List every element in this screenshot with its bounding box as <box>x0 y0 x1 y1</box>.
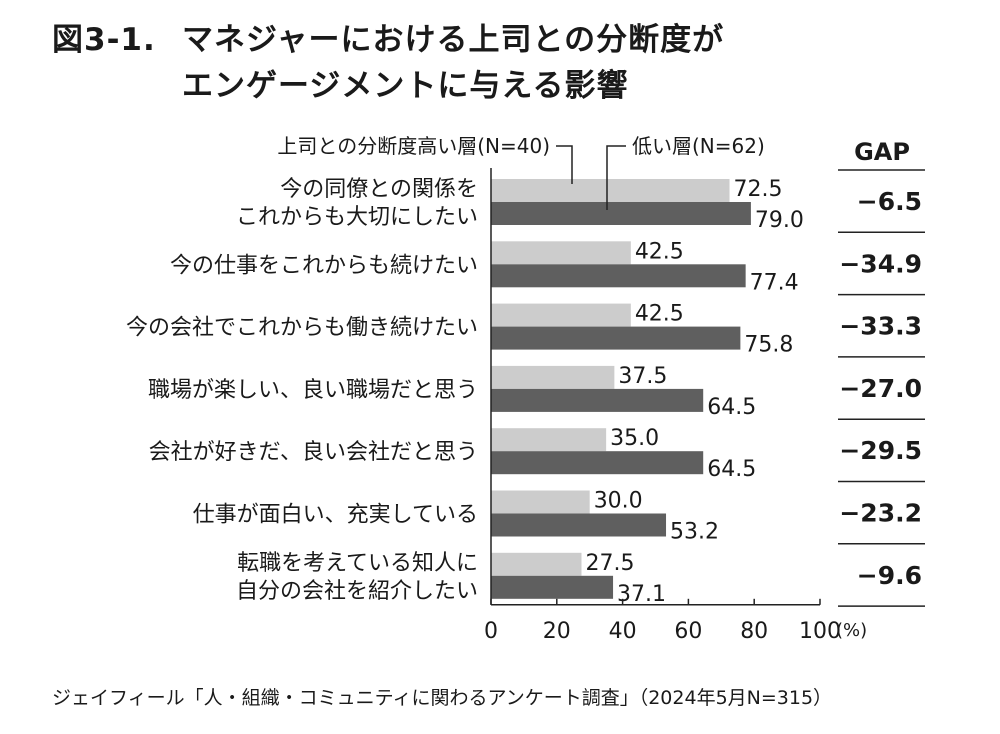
bar-low <box>491 575 614 599</box>
bar-high <box>491 428 607 452</box>
bar-low <box>491 451 704 475</box>
data-label: 79.0 <box>755 208 804 233</box>
data-label: 30.0 <box>594 489 643 514</box>
chart-title-line1: 図3-1. マネジャーにおける上司との分断度が <box>52 14 724 59</box>
x-unit-label: (%) <box>836 620 867 641</box>
bar-high <box>491 303 631 327</box>
figure-number: 図3-1. <box>52 22 156 58</box>
bar-high <box>491 490 590 514</box>
bar-high <box>491 365 615 389</box>
title-text-line1: マネジャーにおける上司との分断度が <box>182 22 725 58</box>
x-tick-label: 60 <box>674 619 702 644</box>
data-label: 42.5 <box>635 302 684 327</box>
bar-low <box>491 513 667 537</box>
bar-low <box>491 264 746 288</box>
data-label: 37.5 <box>618 364 667 389</box>
gap-value: −23.2 <box>839 499 922 528</box>
gap-value: −6.5 <box>857 187 922 216</box>
category-label: 転職を考えている知人に <box>237 551 478 576</box>
x-tick-label: 20 <box>543 619 571 644</box>
data-label: 35.0 <box>610 426 659 451</box>
source-note: ジェイフィール「人・組織・コミュニティに関わるアンケート調査」（2024年5月N… <box>52 687 833 709</box>
bar-low <box>491 202 751 225</box>
x-tick-label: 0 <box>484 619 498 644</box>
gap-header: GAP <box>854 138 910 166</box>
gap-value: −27.0 <box>839 374 922 403</box>
data-label: 53.2 <box>670 520 719 545</box>
category-label: これからも大切にしたい <box>236 205 478 230</box>
data-label: 72.5 <box>734 177 783 202</box>
category-label: 今の会社でこれからも働き続けたい <box>126 316 478 341</box>
gap-value: −33.3 <box>839 312 922 341</box>
category-label: 自分の会社を紹介したい <box>236 579 478 604</box>
data-label: 64.5 <box>707 457 756 482</box>
category-label: 仕事が面白い、充実している <box>193 503 478 528</box>
data-label: 64.5 <box>707 395 756 420</box>
legend-leader-high <box>556 145 573 184</box>
gap-value: −34.9 <box>839 249 922 278</box>
bar-high <box>491 241 631 265</box>
category-label: 今の仕事をこれからも続けたい <box>170 253 478 278</box>
gap-value: −9.6 <box>857 561 922 590</box>
category-label: 会社が好きだ、良い会社だと思う <box>149 440 478 465</box>
x-tick-label: 40 <box>609 619 637 644</box>
bar-high <box>491 179 730 202</box>
chart-title-line2: エンゲージメントに与える影響 <box>182 68 629 104</box>
legend-label-high: 上司との分断度高い層(N=40) <box>277 134 550 158</box>
x-tick-label: 80 <box>740 619 768 644</box>
data-label: 42.5 <box>635 239 684 264</box>
x-tick-label: 100 <box>799 619 841 644</box>
data-label: 75.8 <box>744 333 793 358</box>
gap-value: −29.5 <box>839 436 922 465</box>
bar-low <box>491 388 704 412</box>
bar-high <box>491 552 582 576</box>
bar-low <box>491 326 741 350</box>
legend-label-low: 低い層(N=62) <box>632 134 765 158</box>
category-label: 職場が楽しい、良い職場だと思う <box>148 378 478 403</box>
data-label: 27.5 <box>585 551 634 576</box>
data-label: 37.1 <box>617 582 666 607</box>
data-label: 77.4 <box>750 270 799 295</box>
legend-leader-low <box>606 145 626 210</box>
category-label: 今の同僚との関係を <box>280 177 478 202</box>
